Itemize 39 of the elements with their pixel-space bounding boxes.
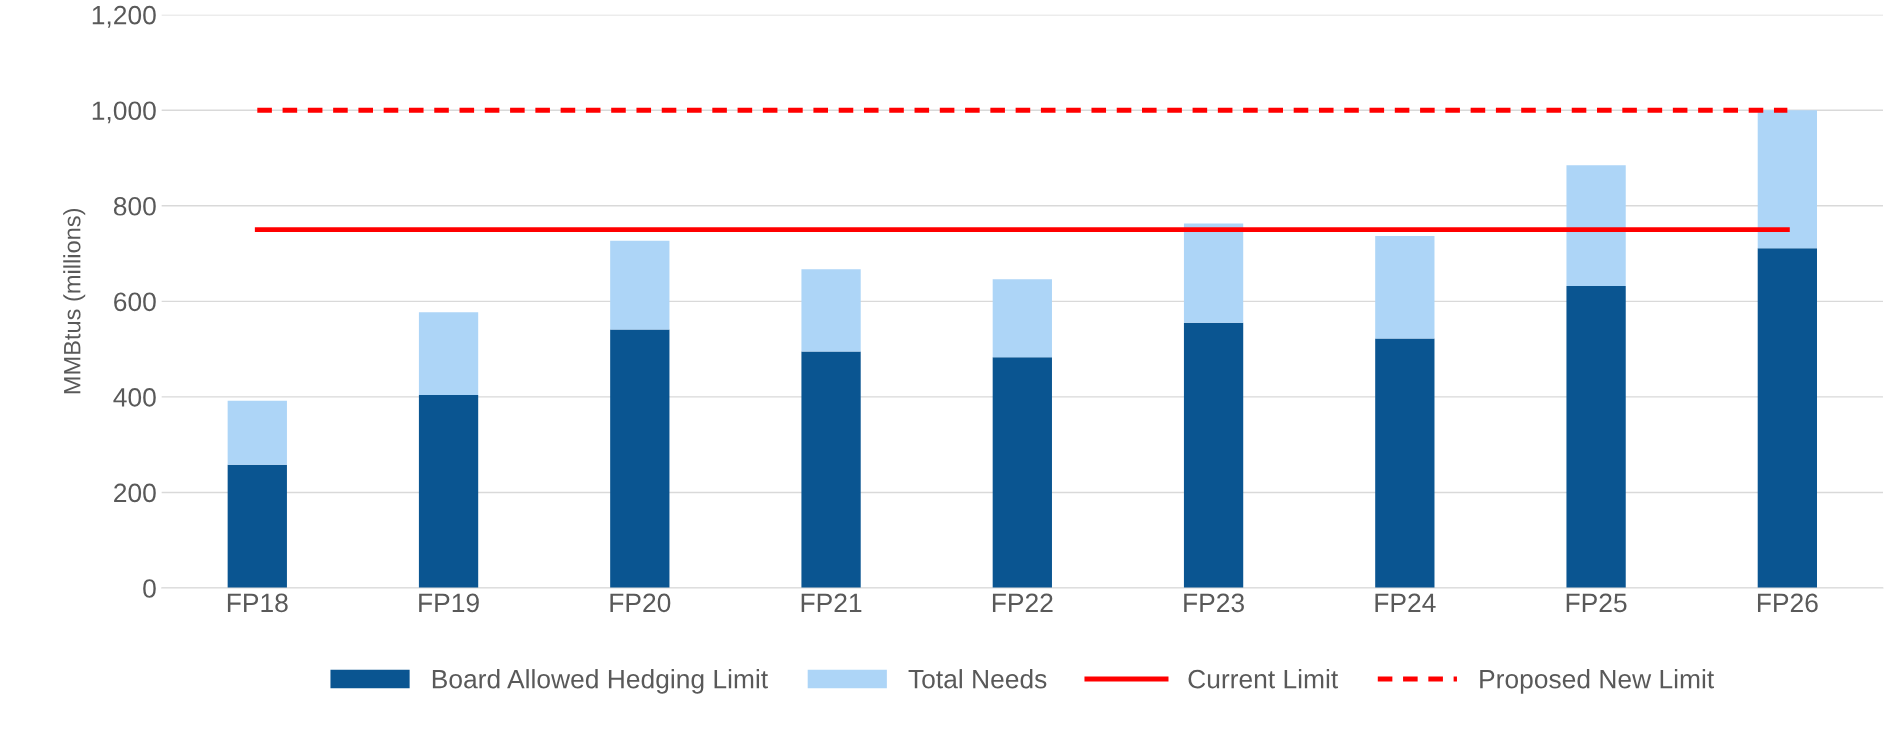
bar [1757, 110, 1817, 249]
bar [1566, 165, 1626, 287]
x-tick-label: FP26 [1757, 593, 1818, 613]
bar [418, 312, 479, 395]
bar [1375, 338, 1435, 588]
bar [227, 464, 287, 588]
x-tick-label: FP24 [1375, 593, 1436, 612]
bar [801, 351, 861, 588]
y-axis-title: MMBtus (millions) [63, 209, 86, 394]
bar [801, 269, 861, 352]
x-tick-label: FP21 [801, 593, 862, 612]
legend-label: Proposed New Limit [1480, 669, 1714, 694]
y-tick-label: 1,200 [92, 5, 156, 28]
y-tick-label: 800 [113, 196, 156, 216]
bar [1183, 322, 1244, 588]
x-tick-label: FP18 [227, 593, 288, 613]
bar [1566, 286, 1626, 588]
y-tick-label: 0 [143, 579, 156, 598]
y-tick-label: 600 [114, 292, 156, 312]
x-tick-label: FP25 [1566, 593, 1627, 613]
bar [1183, 223, 1244, 323]
bar [418, 394, 479, 588]
x-tick-label: FP19 [419, 593, 479, 613]
bar [1375, 235, 1435, 339]
legend-label: Current Limit [1188, 669, 1339, 689]
y-tick-label: 200 [114, 483, 156, 503]
x-tick-label: FP22 [992, 593, 1053, 612]
bar [227, 400, 287, 465]
bar [992, 279, 1052, 358]
legend-label: Total Needs [908, 669, 1047, 689]
y-tick-label: 400 [113, 388, 156, 407]
y-tick-label: 1,000 [92, 101, 156, 124]
x-tick-label: FP23 [1184, 593, 1244, 613]
bar [610, 329, 670, 588]
bar [1757, 248, 1817, 588]
x-tick-label: FP20 [610, 593, 671, 613]
legend-label: Board Allowed Hedging Limit [432, 669, 768, 694]
bar [610, 240, 670, 330]
bar [992, 357, 1052, 588]
